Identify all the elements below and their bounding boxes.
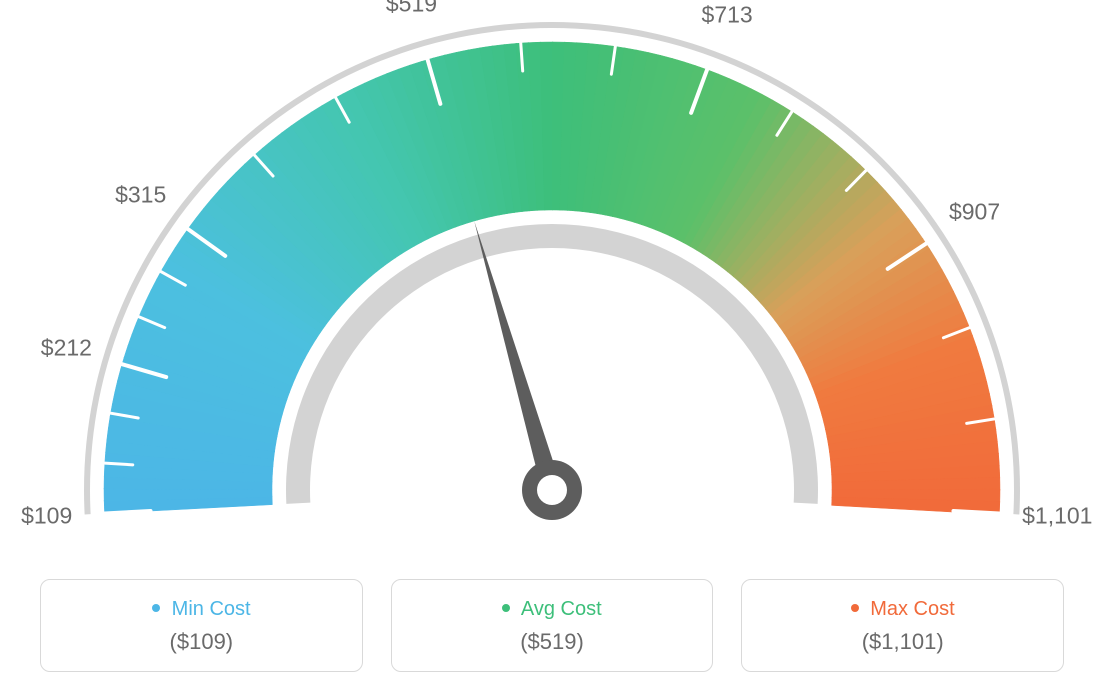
min-cost-dot-icon bbox=[152, 604, 160, 612]
avg-cost-title: Avg Cost bbox=[402, 598, 703, 621]
max-cost-title-text: Max Cost bbox=[870, 598, 954, 620]
min-cost-value: ($109) bbox=[51, 629, 352, 655]
min-cost-title: Min Cost bbox=[51, 598, 352, 621]
gauge-tick-label: $519 bbox=[386, 0, 437, 17]
gauge-tick-label: $109 bbox=[21, 503, 72, 530]
min-cost-card: Min Cost ($109) bbox=[40, 579, 363, 672]
max-cost-value: ($1,101) bbox=[752, 629, 1053, 655]
max-cost-card: Max Cost ($1,101) bbox=[741, 579, 1064, 672]
summary-cards: Min Cost ($109) Avg Cost ($519) Max Cost… bbox=[40, 579, 1064, 672]
max-cost-title: Max Cost bbox=[752, 598, 1053, 621]
min-cost-title-text: Min Cost bbox=[172, 598, 251, 620]
gauge-chart: $109 $212 $315 $519 $713 $907 $1,101 bbox=[0, 0, 1104, 560]
gauge-svg bbox=[0, 0, 1104, 560]
gauge-tick-label: $315 bbox=[115, 182, 166, 209]
avg-cost-value: ($519) bbox=[402, 629, 703, 655]
avg-cost-dot-icon bbox=[502, 604, 510, 612]
avg-cost-card: Avg Cost ($519) bbox=[391, 579, 714, 672]
max-cost-dot-icon bbox=[851, 604, 859, 612]
avg-cost-title-text: Avg Cost bbox=[521, 598, 602, 620]
gauge-tick-label: $713 bbox=[702, 2, 753, 29]
gauge-tick-label: $212 bbox=[41, 334, 92, 361]
gauge-tick-label: $1,101 bbox=[1022, 503, 1092, 530]
gauge-tick-label: $907 bbox=[949, 198, 1000, 225]
